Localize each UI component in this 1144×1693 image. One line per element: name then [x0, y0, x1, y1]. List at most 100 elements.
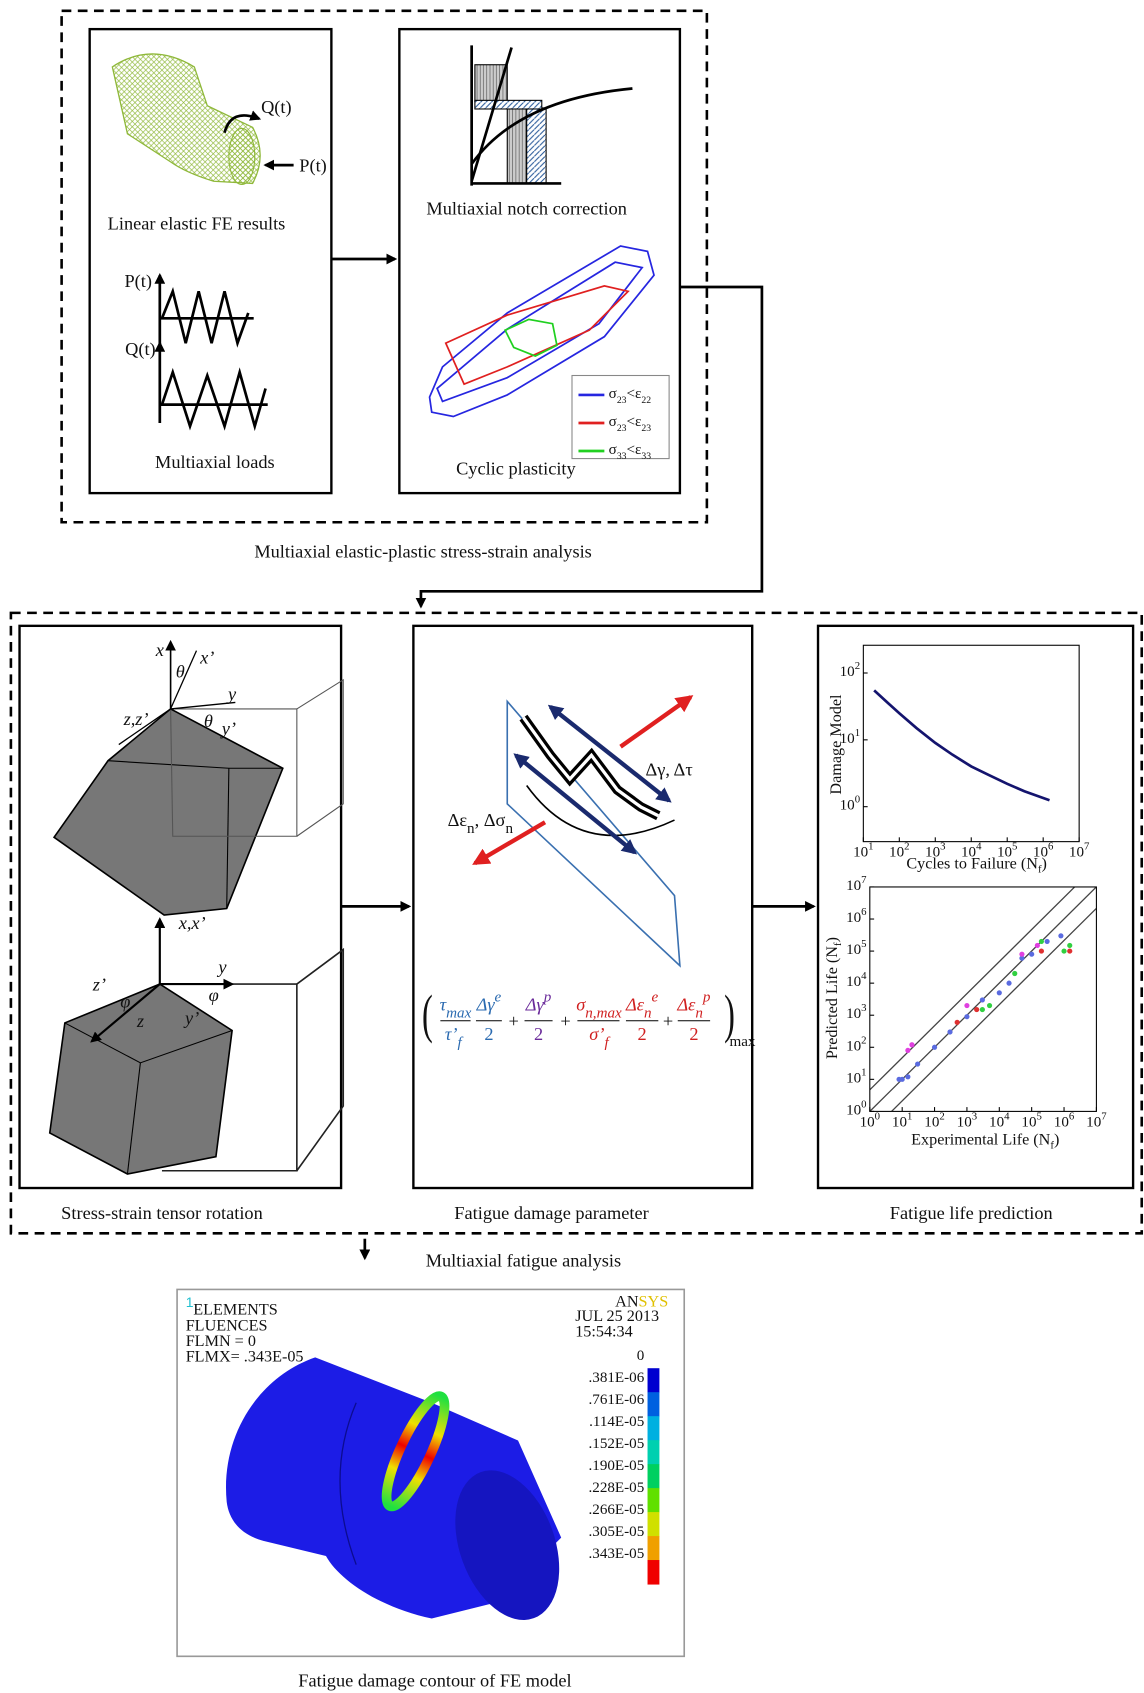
scatter-point: [955, 1020, 960, 1025]
scale-band: [648, 1368, 660, 1393]
axis-label: y: [226, 684, 237, 704]
tick-label: 10: [1069, 845, 1084, 861]
tick-label: 10: [1021, 1115, 1036, 1131]
scatter-point: [909, 1042, 914, 1047]
tick-label: 2: [904, 841, 909, 853]
scale-band: [648, 1416, 660, 1441]
scatter-point: [1067, 948, 1072, 953]
tick-label: 0: [855, 794, 860, 806]
axis-label: z: [136, 1011, 144, 1031]
legend-text: 23: [617, 423, 627, 434]
tick-label: 4: [861, 971, 867, 983]
scale-label: .343E-05: [589, 1546, 645, 1562]
legend-text: 23: [641, 423, 651, 434]
axis-title: Damage Model: [828, 694, 845, 795]
scatter-point: [987, 1003, 992, 1008]
tick-label: 3: [940, 841, 945, 853]
tick-label: 2: [939, 1111, 944, 1123]
load-label: P(t): [124, 271, 151, 292]
scale-label: .381E-06: [589, 1370, 645, 1386]
axis-label: θ: [176, 662, 185, 682]
tick-label: 10: [846, 878, 861, 894]
formula-part-part: Δγ: [525, 995, 545, 1015]
formula-part-part: n: [695, 1006, 703, 1022]
axis-title: f: [833, 942, 845, 946]
formula-part-part: τ’: [445, 1024, 458, 1044]
scatter-point: [1029, 952, 1034, 957]
legend-text: <ε: [627, 414, 642, 430]
axis-label: φ: [209, 985, 219, 1005]
tick-label: 10: [853, 845, 868, 861]
hysteresis-loops-part: [572, 376, 669, 459]
legend-text: 33: [641, 451, 651, 462]
scatter-point: [1006, 981, 1011, 986]
tick-label: 10: [840, 664, 855, 680]
scatter-point: [964, 1014, 969, 1019]
legend-text: 23: [617, 395, 627, 406]
scale-label: .114E-05: [589, 1414, 644, 1430]
scale-label: .305E-05: [589, 1524, 645, 1540]
load-label: Q(t): [261, 97, 292, 118]
tick-label: 6: [1048, 841, 1054, 853]
scatter-point: [905, 1074, 910, 1079]
axis-title: Cycles to Failure (N: [906, 855, 1038, 872]
tick-label: 3: [972, 1111, 977, 1123]
axis-title: ): [1042, 855, 1047, 872]
notch-sketch-part: [475, 65, 507, 102]
scatter-point: [980, 1007, 985, 1012]
info-line: FLMX= .343E-05: [186, 1349, 304, 1366]
info-line: ELEMENTS: [193, 1302, 277, 1319]
info-line: FLMN = 0: [186, 1333, 256, 1350]
tick-label: 4: [976, 841, 982, 853]
normal-label-part: n: [505, 822, 513, 838]
tick-label: 10: [846, 1039, 861, 1055]
load-label: P(t): [299, 155, 326, 176]
formula-part-part: n,max: [585, 1006, 622, 1022]
axis-title: ): [1054, 1131, 1059, 1148]
tick-label: 10: [840, 798, 855, 814]
formula-part-part: p: [702, 990, 711, 1006]
legend-text: σ: [609, 386, 617, 402]
scatter-point: [900, 1077, 905, 1082]
info-line: FLUENCES: [186, 1317, 268, 1334]
tick-label: 1: [861, 1067, 866, 1079]
caption: Multiaxial notch correction: [426, 199, 627, 219]
scale-band: [648, 1464, 660, 1489]
tick-label: 10: [989, 1115, 1004, 1131]
formula-part-part: n: [644, 1006, 652, 1022]
tick-label: 10: [846, 1071, 861, 1087]
scale-label: .266E-05: [589, 1502, 645, 1518]
formula-part-part: e: [652, 990, 659, 1006]
notch-sketch-part: [527, 108, 546, 184]
scale-label: .190E-05: [589, 1458, 645, 1474]
scatter-point: [1067, 943, 1072, 948]
scatter-point: [932, 1045, 937, 1050]
formula-part: 2: [689, 1024, 698, 1044]
axis-label: x’: [199, 647, 214, 667]
scale-band: [648, 1512, 660, 1537]
group-title: Multiaxial elastic-plastic stress-strain…: [254, 542, 591, 562]
caption: Fatigue life prediction: [890, 1203, 1053, 1223]
formula-part: +: [663, 1011, 673, 1031]
scatter-point: [1061, 948, 1066, 953]
axis-title: Experimental Life (N: [911, 1131, 1051, 1148]
legend-text: σ: [609, 443, 617, 459]
formula-part: +: [509, 1011, 519, 1031]
caption: Stress-strain tensor rotation: [61, 1203, 263, 1223]
normal-label-part: Δε: [448, 810, 468, 830]
tick-label: 7: [1084, 841, 1090, 853]
tick-label: 1: [855, 727, 860, 739]
tick-label: 6: [1069, 1111, 1075, 1123]
axis-label: y: [216, 957, 227, 977]
axis-label: z’: [92, 974, 106, 994]
tick-label: 5: [861, 939, 866, 951]
caption: Multiaxial loads: [155, 452, 275, 472]
scatter-point: [964, 1003, 969, 1008]
tick-label: 2: [855, 660, 860, 672]
tick-label: 5: [1037, 1111, 1042, 1123]
damage-panel: [413, 626, 752, 1188]
legend-text: σ: [609, 414, 617, 430]
scale-band: [648, 1488, 660, 1513]
scale-band: [648, 1440, 660, 1465]
scale-band: [648, 1560, 660, 1585]
